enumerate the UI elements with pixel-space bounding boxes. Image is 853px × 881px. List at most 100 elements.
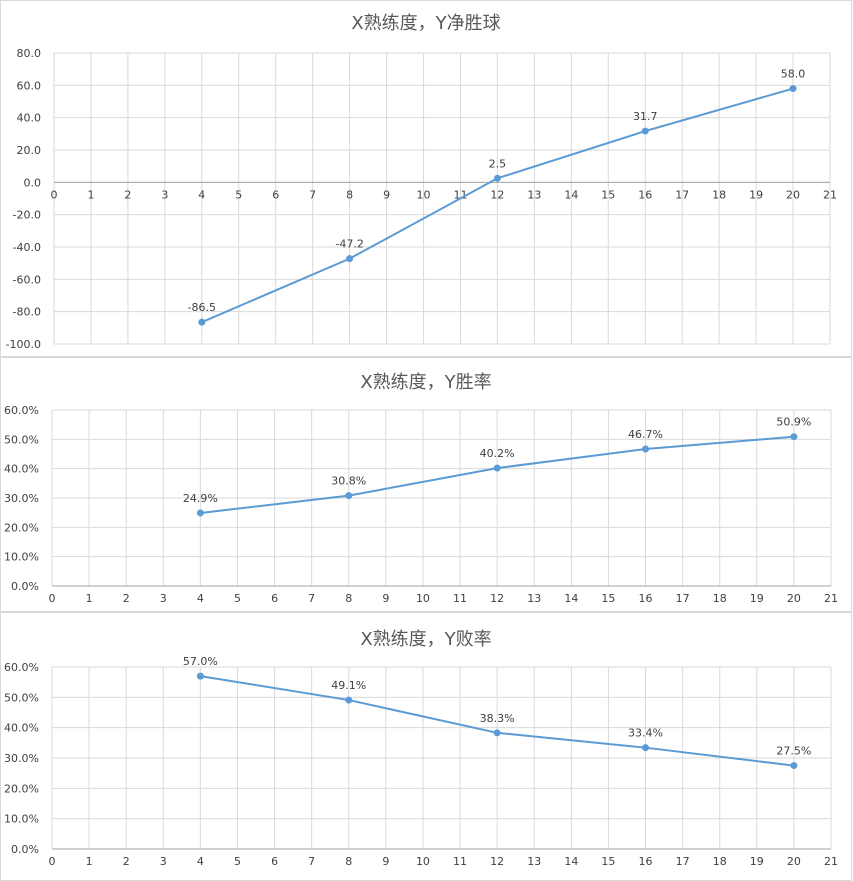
data-label: 58.0 [781, 68, 806, 81]
data-point [493, 174, 501, 182]
y-tick-label: 30.0% [4, 752, 39, 765]
x-tick-label: 18 [712, 188, 726, 201]
data-point [493, 729, 501, 737]
data-label: 57.0% [183, 655, 218, 668]
x-tick-label: 2 [124, 188, 131, 201]
y-tick-label: 40.0% [4, 722, 39, 735]
data-label: 40.2% [480, 447, 515, 460]
x-tick-label: 1 [87, 188, 94, 201]
data-label: 50.9% [776, 416, 811, 429]
x-tick-label: 1 [86, 855, 93, 868]
data-point [196, 672, 204, 680]
x-tick-label: 4 [197, 855, 204, 868]
x-tick-label: 12 [490, 188, 504, 201]
x-tick-label: 19 [750, 592, 764, 605]
y-tick-label: 80.0 [17, 47, 42, 60]
win-rate-chart: X熟练度，Y胜率 60.0%50.0%40.0%30.0%20.0%10.0%0… [4, 372, 838, 605]
x-tick-label: 17 [675, 188, 689, 201]
x-tick-label: 6 [271, 592, 278, 605]
x-tick-label: 20 [787, 855, 801, 868]
data-label: 2.5 [489, 157, 507, 170]
x-tick-label: 16 [638, 188, 652, 201]
data-point [790, 762, 798, 770]
loss-rate-chart: X熟练度，Y败率 60.0%50.0%40.0%30.0%20.0%10.0%0… [4, 629, 838, 868]
data-point [642, 445, 650, 453]
data-label: 30.8% [331, 475, 366, 488]
data-label: 31.7 [633, 110, 658, 123]
y-tick-label: 20.0% [4, 782, 39, 795]
y-tick-label: 40.0 [17, 112, 42, 125]
data-label: 38.3% [480, 712, 515, 725]
y-tick-label: 10.0% [4, 551, 39, 564]
x-tick-label: 5 [234, 592, 241, 605]
goal-difference-chart: X熟练度，Y净胜球 80.0 60.0 40.0 20.0 0.0 -20.0 -40.0 -… [6, 13, 837, 351]
x-tick-label: 8 [345, 592, 352, 605]
x-tick-label: 9 [382, 592, 389, 605]
x-tick-label: 0 [49, 855, 56, 868]
chart-panel-win-rate: X熟练度，Y胜率 60.0% 50.0% 40.0% 30.0% 20.0% 10.0% 0… [0, 357, 852, 612]
x-tick-label: 7 [309, 188, 316, 201]
data-point [493, 464, 501, 472]
x-tick-label: 11 [453, 592, 467, 605]
x-tick-label: 8 [345, 855, 352, 868]
x-tick-label: 7 [308, 855, 315, 868]
data-point [789, 85, 797, 93]
data-point [345, 696, 353, 704]
data-point [642, 744, 650, 752]
x-tick-label: 9 [383, 188, 390, 201]
x-tick-label: 0 [49, 592, 56, 605]
x-tick-label: 20 [787, 592, 801, 605]
x-tick-label: 19 [750, 855, 764, 868]
x-tick-label: 3 [161, 188, 168, 201]
chart-panel-loss-rate: X熟练度，Y败率 60.0% 50.0% 40.0% 30.0% 20.0% 10.0% 0… [0, 612, 852, 881]
y-tick-label: 10.0% [4, 813, 39, 826]
y-tick-label: 50.0% [4, 433, 39, 446]
y-tick-label: -80.0 [13, 306, 41, 319]
y-tick-label: 30.0% [4, 492, 39, 505]
x-tick-label: 14 [564, 855, 578, 868]
y-tick-label: 0.0% [11, 580, 39, 593]
gridlines [51, 666, 832, 850]
y-tick-label: -40.0 [13, 241, 41, 254]
chart-panel-goal-difference: X熟练度，Y净胜球 80.0 60.0 40.0 20.0 0.0 -20.0 -40.0 -… [0, 0, 852, 357]
x-tick-label: 6 [272, 188, 279, 201]
x-tick-label: 3 [160, 855, 167, 868]
y-tick-label: 0.0% [11, 843, 39, 856]
x-tick-label: 4 [197, 592, 204, 605]
y-tick-label: 0.0 [24, 176, 42, 189]
data-label: 46.7% [628, 428, 663, 441]
x-tick-label: 17 [676, 592, 690, 605]
x-tick-label: 1 [86, 592, 93, 605]
x-tick-label: 9 [382, 855, 389, 868]
x-tick-label: 15 [601, 592, 615, 605]
x-tick-label: 12 [490, 855, 504, 868]
gridlines [53, 52, 831, 345]
y-tick-label: 60.0% [4, 404, 39, 417]
data-label: -47.2 [335, 238, 363, 251]
data-label: 49.1% [331, 679, 366, 692]
y-tick-label: 60.0% [4, 661, 39, 674]
x-tick-label: 14 [564, 592, 578, 605]
x-tick-label: 3 [160, 592, 167, 605]
data-point [196, 509, 204, 517]
y-tick-label: -20.0 [13, 209, 41, 222]
x-tick-label: 18 [713, 855, 727, 868]
data-point [345, 492, 353, 500]
x-tick-label: 18 [713, 592, 727, 605]
x-tick-label: 8 [346, 188, 353, 201]
x-tick-label: 16 [639, 855, 653, 868]
x-tick-label: 10 [417, 188, 431, 201]
x-tick-label: 11 [453, 855, 467, 868]
x-tick-label: 20 [786, 188, 800, 201]
x-tick-label: 14 [564, 188, 578, 201]
x-tick-label: 15 [601, 188, 615, 201]
y-tick-label: 60.0 [17, 79, 42, 92]
x-tick-label: 10 [416, 855, 430, 868]
x-tick-label: 12 [490, 592, 504, 605]
data-point [346, 255, 354, 263]
x-tick-label: 4 [198, 188, 205, 201]
x-tick-label: 0 [51, 188, 58, 201]
y-tick-label: -100.0 [6, 338, 41, 351]
x-tick-label: 2 [123, 855, 130, 868]
x-tick-label: 17 [676, 855, 690, 868]
